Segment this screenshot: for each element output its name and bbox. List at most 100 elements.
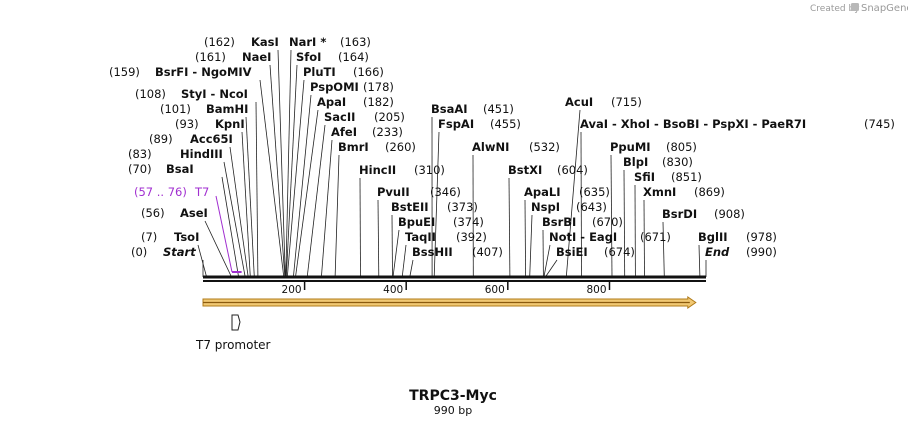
- site-position: (166): [353, 65, 384, 79]
- site-label[interactable]: AfeI (233): [331, 125, 403, 139]
- site-label[interactable]: NotI - EagI (671): [549, 230, 671, 244]
- t7-promoter-feature[interactable]: T7 promoter: [195, 314, 271, 352]
- leader-line: [285, 49, 292, 278]
- site-position: (7): [141, 230, 157, 244]
- site-position: (163): [340, 35, 371, 49]
- site-label[interactable]: (93) KpnI: [175, 117, 245, 131]
- leader-line: [221, 176, 239, 278]
- site-label[interactable]: NarI * (163): [289, 35, 371, 49]
- site-name: BstXI: [508, 163, 542, 177]
- site-label[interactable]: FspAI (455): [438, 117, 521, 131]
- site-label[interactable]: (7) TsoI: [141, 230, 199, 244]
- site-label[interactable]: XmnI (869): [643, 185, 725, 199]
- site-name: NotI - EagI: [549, 230, 617, 244]
- site-name: ApaI: [317, 95, 346, 109]
- site-label[interactable]: (162) KasI: [204, 35, 279, 49]
- site-label[interactable]: BsaAI (451): [431, 102, 514, 116]
- t7-name: T7: [194, 185, 209, 199]
- leader-line: [698, 244, 701, 278]
- site-label[interactable]: PluTI (166): [303, 65, 384, 79]
- site-name: BpuEI: [398, 215, 435, 229]
- leader-line: [204, 220, 232, 278]
- site-name: BlpI: [623, 155, 648, 169]
- site-name: XmnI: [643, 185, 676, 199]
- site-name: HincII: [359, 163, 396, 177]
- leader-line: [223, 161, 246, 278]
- site-label[interactable]: AcuI (715): [565, 95, 642, 109]
- sequence-backbone: [203, 275, 706, 282]
- t7-primer-site[interactable]: (57 .. 76) T7: [134, 185, 242, 273]
- site-position: (670): [592, 215, 623, 229]
- leader-line: [543, 244, 551, 278]
- site-label[interactable]: ApaLI (635): [524, 185, 610, 199]
- site-label[interactable]: SfoI (164): [296, 50, 369, 64]
- leader-line: [610, 154, 613, 278]
- site-label[interactable]: PvuII (346): [377, 185, 461, 199]
- site-label[interactable]: (83) HindIII: [128, 147, 223, 161]
- site-label[interactable]: BstXI (604): [508, 163, 588, 177]
- site-label[interactable]: BglII (978): [698, 230, 777, 244]
- site-label[interactable]: BsrDI (908): [662, 207, 745, 221]
- site-label[interactable]: (161) NaeI: [195, 50, 271, 64]
- site-position: (674): [604, 245, 635, 259]
- site-label[interactable]: (56) AseI: [141, 206, 208, 220]
- site-label[interactable]: SacII (205): [324, 110, 405, 124]
- orf-arrow[interactable]: [202, 296, 697, 309]
- site-name: PpuMI: [610, 140, 651, 154]
- site-label[interactable]: BmrI (260): [338, 140, 416, 154]
- leader-line: [269, 64, 286, 278]
- site-name: BsiEI: [556, 245, 588, 259]
- site-label[interactable]: PspOMI (178): [310, 80, 394, 94]
- site-label[interactable]: (101) BamHI: [160, 102, 248, 116]
- site-label[interactable]: BssHII (407): [412, 245, 503, 259]
- site-label[interactable]: HincII (310): [359, 163, 445, 177]
- site-label[interactable]: TaqII (392): [405, 230, 487, 244]
- site-label[interactable]: (70) BsaI: [128, 162, 194, 176]
- site-position: (851): [671, 170, 702, 184]
- site-label[interactable]: (159) BsrFI - NgoMIV: [109, 65, 252, 79]
- site-label[interactable]: PpuMI (805): [610, 140, 697, 154]
- site-position: (451): [483, 102, 514, 116]
- site-name: FspAI: [438, 117, 474, 131]
- site-label[interactable]: BlpI (830): [623, 155, 693, 169]
- promoter-label: T7 promoter: [195, 338, 271, 352]
- leader-line: [391, 214, 393, 278]
- site-position: (745): [864, 117, 895, 131]
- site-label[interactable]: (89) Acc65I: [149, 132, 233, 146]
- leader-line: [277, 49, 286, 278]
- site-label[interactable]: BpuEI (374): [398, 215, 484, 229]
- site-name: BglII: [698, 230, 728, 244]
- site-label[interactable]: BstEII (373): [391, 200, 478, 214]
- site-label[interactable]: ApaI (182): [317, 95, 394, 109]
- promoter-arrow-icon[interactable]: [231, 314, 241, 331]
- site-label[interactable]: End (990): [705, 245, 777, 259]
- site-label[interactable]: BsiEI (674): [556, 245, 635, 259]
- site-label[interactable]: (108) StyI - NcoI: [135, 87, 248, 101]
- site-name: BstEII: [391, 200, 429, 214]
- leader-line: [229, 146, 249, 278]
- site-label[interactable]: NspI (643): [531, 200, 607, 214]
- site-position: (159): [109, 65, 140, 79]
- site-label[interactable]: (0) Start: [131, 245, 196, 259]
- t7-range: (57 .. 76): [134, 185, 187, 199]
- site-position: (205): [374, 110, 405, 124]
- site-name: Acc65I: [190, 132, 233, 146]
- snapgene-logo-icon: [851, 3, 859, 11]
- leader-line: [241, 131, 251, 278]
- site-position: (869): [694, 185, 725, 199]
- site-label[interactable]: AvaI - XhoI - BsoBI - PspXI - PaeR7I (745…: [580, 117, 895, 131]
- leader-line: [197, 244, 207, 278]
- site-name: ApaLI: [524, 185, 561, 199]
- leader-line: [433, 131, 440, 278]
- site-position: (108): [135, 87, 166, 101]
- site-position: (178): [363, 80, 394, 94]
- site-name: BamHI: [206, 102, 248, 116]
- site-position: (635): [579, 185, 610, 199]
- site-name: AlwNI: [472, 140, 509, 154]
- site-position: (346): [430, 185, 461, 199]
- site-label[interactable]: AlwNI (532): [472, 140, 560, 154]
- site-position: (260): [385, 140, 416, 154]
- site-name: BmrI: [338, 140, 369, 154]
- site-label[interactable]: SfiI (851): [634, 170, 702, 184]
- site-label[interactable]: BsrBI (670): [542, 215, 623, 229]
